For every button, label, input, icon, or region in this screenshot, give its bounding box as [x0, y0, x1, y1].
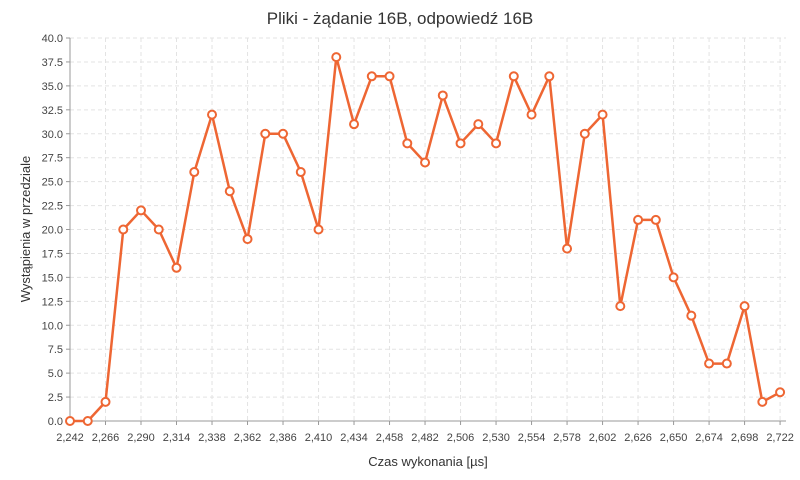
y-tick-label: 25.0	[42, 177, 63, 189]
y-tick-label: 15.0	[42, 272, 63, 284]
y-axis-ticks: 0.0 2.5 5.0 7.5 10.0 12.5 15.0 17.5 20.0 22.5 25.0…	[42, 33, 70, 428]
data-point	[242, 234, 253, 245]
data-point	[650, 214, 661, 225]
x-tick-label: 2,602	[589, 432, 617, 444]
data-point	[207, 109, 218, 120]
y-tick-label: 10.0	[42, 320, 63, 332]
grid	[70, 37, 786, 421]
y-tick-label: 37.5	[42, 57, 63, 69]
data-point	[295, 167, 306, 178]
x-tick-label: 2,530	[482, 432, 510, 444]
data-point	[118, 224, 129, 235]
y-tick-label: 20.0	[42, 225, 63, 237]
y-axis-label: Wystąpienia w przedziale	[18, 156, 33, 303]
y-tick-label: 12.5	[42, 296, 63, 308]
data-point	[82, 416, 93, 426]
chart-title: Pliki - żądanie 16B, odpowiedź 16B	[267, 9, 534, 28]
x-tick-label: 2,578	[553, 432, 581, 444]
data-point	[65, 416, 75, 426]
data-point	[384, 71, 395, 82]
x-tick-label: 2,674	[695, 432, 723, 444]
data-point	[562, 243, 573, 254]
x-tick-label: 2,650	[660, 432, 688, 444]
data-point	[455, 138, 466, 149]
data-point	[278, 128, 289, 139]
x-tick-label: 2,698	[731, 432, 759, 444]
data-point	[597, 109, 608, 120]
data-point	[136, 205, 147, 216]
y-tick-label: 0.0	[48, 416, 63, 428]
data-point	[313, 224, 324, 235]
x-tick-label: 2,242	[56, 432, 84, 444]
data-point	[491, 138, 502, 149]
data-point	[420, 157, 431, 168]
data-point	[473, 119, 484, 130]
y-tick-label: 17.5	[42, 248, 63, 260]
x-tick-label: 2,290	[127, 432, 155, 444]
x-tick-label: 2,434	[340, 432, 368, 444]
data-point	[526, 109, 537, 120]
y-tick-label: 22.5	[42, 201, 63, 213]
x-tick-label: 2,458	[376, 432, 404, 444]
x-tick-label: 2,506	[447, 432, 475, 444]
data-point	[721, 358, 732, 369]
x-axis-ticks: 2,242 2,266 2,290 2,314 2,338 2,362 2,386 2,410…	[56, 421, 794, 444]
x-tick-label: 2,722	[766, 432, 794, 444]
x-tick-label: 2,410	[305, 432, 333, 444]
data-point	[757, 396, 768, 407]
y-tick-label: 27.5	[42, 153, 63, 165]
y-tick-label: 2.5	[48, 392, 63, 404]
x-tick-label: 2,362	[234, 432, 262, 444]
x-tick-label: 2,386	[269, 432, 297, 444]
data-point	[579, 128, 590, 139]
data-point	[171, 262, 182, 273]
data-point	[437, 90, 448, 101]
data-point	[633, 214, 644, 225]
x-tick-label: 2,554	[518, 432, 546, 444]
x-tick-label: 2,626	[624, 432, 652, 444]
data-point	[100, 396, 111, 407]
data-point	[260, 128, 271, 139]
data-point	[224, 186, 235, 197]
y-tick-label: 30.0	[42, 129, 63, 141]
y-tick-label: 40.0	[42, 33, 63, 45]
x-tick-label: 2,266	[92, 432, 120, 444]
y-tick-label: 32.5	[42, 105, 63, 117]
data-point	[508, 71, 519, 82]
x-tick-label: 2,482	[411, 432, 439, 444]
data-point	[704, 358, 715, 369]
data-point	[668, 272, 679, 283]
data-point	[615, 301, 626, 312]
x-tick-label: 2,338	[198, 432, 226, 444]
data-point	[402, 138, 413, 149]
data-point	[775, 387, 786, 398]
y-tick-label: 7.5	[48, 344, 63, 356]
data-point	[349, 119, 360, 130]
data-point	[153, 224, 164, 235]
data-point	[739, 301, 750, 312]
x-axis-label: Czas wykonania [µs]	[368, 454, 487, 469]
data-point	[331, 52, 342, 63]
data-points	[65, 52, 786, 426]
data-point	[366, 71, 377, 82]
y-tick-label: 5.0	[48, 368, 63, 380]
data-point	[544, 71, 555, 82]
data-point	[189, 167, 200, 178]
data-point	[686, 310, 697, 321]
x-tick-label: 2,314	[163, 432, 191, 444]
y-tick-label: 35.0	[42, 81, 63, 93]
